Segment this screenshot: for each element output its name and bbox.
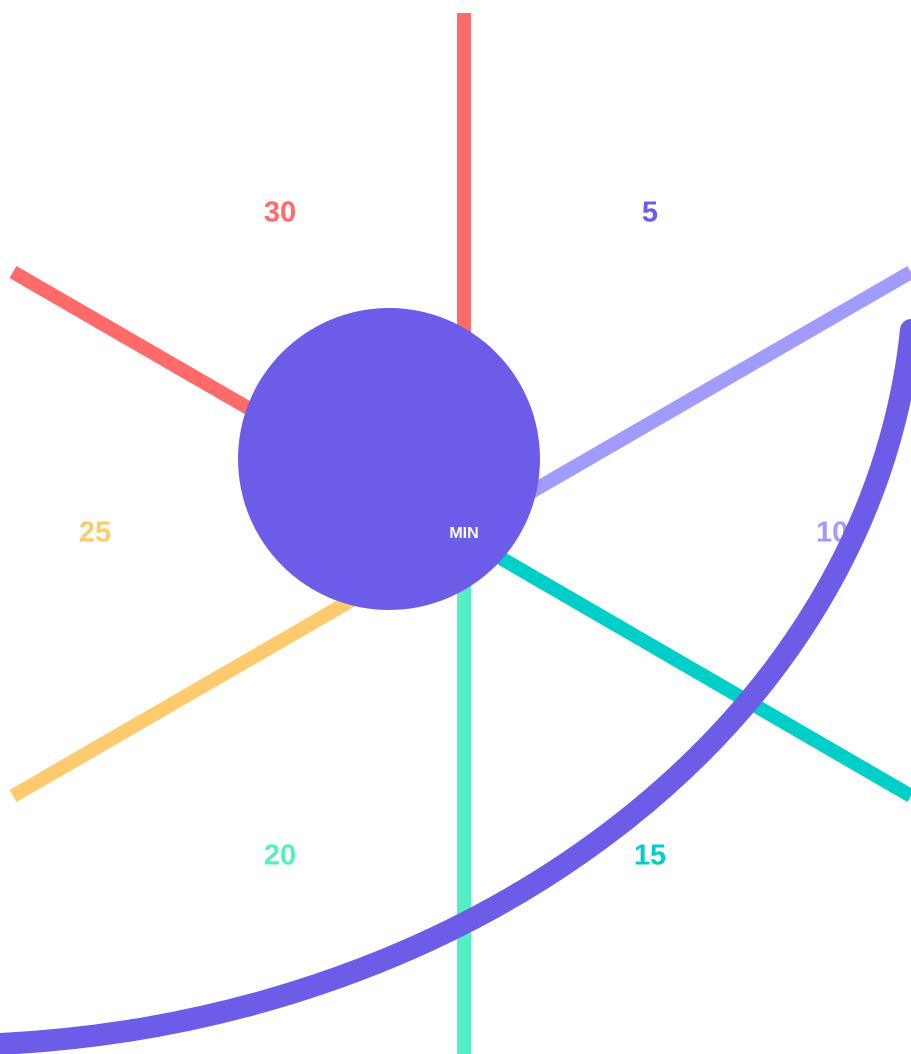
center-label: MIN [449,525,478,542]
progress-arc [0,319,911,1054]
label-20: 20 [264,840,296,872]
label-5: 5 [642,197,658,229]
label-30: 30 [264,197,296,229]
spoke-5 [496,265,911,517]
spoke-20 [9,571,394,803]
label-25: 25 [79,517,111,549]
spoke-10 [476,539,911,803]
label-15: 15 [634,840,666,872]
center-hub [238,308,540,610]
